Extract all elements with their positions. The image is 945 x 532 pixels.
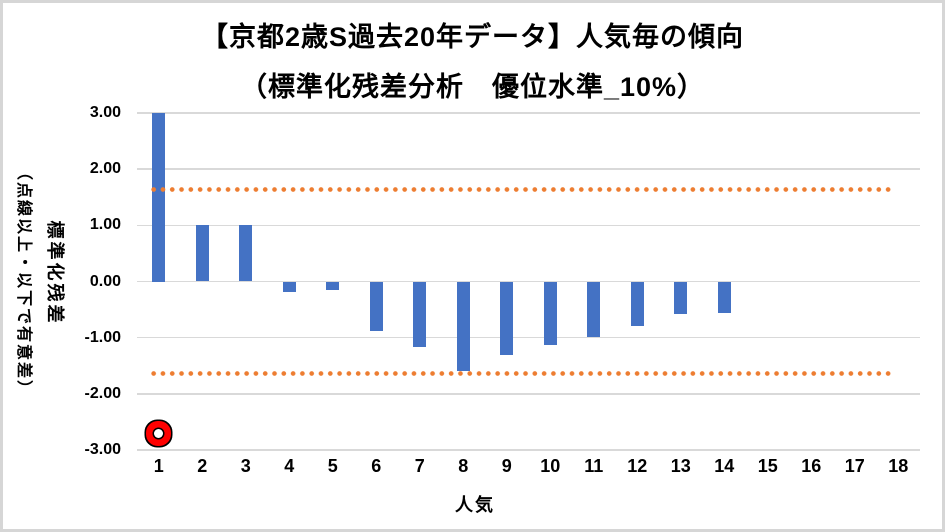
bar-popularity-6 bbox=[369, 281, 383, 331]
gridline-y-1.00 bbox=[137, 224, 920, 227]
x-axis-tick-label: 18 bbox=[888, 456, 909, 476]
y-axis-tick-label: -3.00 bbox=[84, 441, 121, 458]
bar-popularity-2 bbox=[195, 225, 209, 282]
x-axis-tick-label: 11 bbox=[584, 456, 604, 476]
upper-threshold-dotted-line bbox=[149, 186, 893, 192]
bar-popularity-8 bbox=[456, 281, 470, 371]
bar-popularity-3 bbox=[239, 225, 253, 282]
y-axis-tick-label: 1.00 bbox=[89, 216, 121, 234]
x-axis-title: 人気 bbox=[455, 495, 495, 515]
bar-popularity-5 bbox=[326, 281, 340, 291]
chart-subtitle: （標準化残差分析 優位水準_10%） bbox=[239, 72, 706, 102]
x-axis-tick-label: 10 bbox=[540, 456, 561, 476]
bar-popularity-4 bbox=[282, 281, 296, 292]
x-axis-tick-label: 8 bbox=[458, 456, 469, 476]
x-axis-tick-label: 14 bbox=[714, 456, 735, 476]
x-axis-tick-label: 15 bbox=[757, 456, 778, 476]
x-axis-tick-label: 12 bbox=[627, 456, 648, 476]
x-axis-tick-label: 6 bbox=[371, 456, 382, 476]
x-axis-tick-label: 7 bbox=[414, 456, 425, 476]
bar-popularity-1 bbox=[152, 113, 166, 282]
x-axis-tick-label: 2 bbox=[197, 456, 208, 476]
y-axis-tick-label: -1.00 bbox=[84, 328, 121, 346]
plot-area bbox=[137, 112, 920, 451]
x-axis-tick-label: 9 bbox=[501, 456, 512, 476]
gridline-y--3.00 bbox=[137, 449, 920, 451]
bar-popularity-7 bbox=[413, 281, 427, 348]
bar-popularity-12 bbox=[630, 281, 644, 326]
y-axis-tick-label: -2.00 bbox=[84, 384, 121, 402]
bar-popularity-11 bbox=[587, 281, 601, 337]
y-axis-tick-label: 0.00 bbox=[89, 272, 121, 290]
gridline-y-0.00 bbox=[137, 280, 920, 283]
y-axis-tick-label: 2.00 bbox=[89, 160, 121, 178]
y-axis-subtitle: （点線以上・以下で有意差） bbox=[15, 163, 32, 398]
highlight-red-circle-marker bbox=[154, 428, 164, 438]
x-axis-tick-label: 13 bbox=[670, 456, 691, 476]
x-axis-tick-label: 3 bbox=[240, 456, 251, 476]
chart-title: 【京都2歳S過去20年データ】人気毎の傾向 bbox=[200, 22, 745, 52]
bar-popularity-9 bbox=[500, 281, 514, 355]
x-axis-tick-label: 4 bbox=[284, 456, 295, 476]
x-axis-tick-label: 1 bbox=[153, 456, 164, 476]
x-axis-tick-label: 16 bbox=[801, 456, 822, 476]
gridline-y--2.00 bbox=[137, 393, 920, 395]
gridline-y-3.00 bbox=[137, 112, 920, 114]
bar-popularity-10 bbox=[543, 281, 557, 345]
y-axis-tick-label: 3.00 bbox=[89, 104, 121, 121]
x-axis-tick-label: 5 bbox=[327, 456, 338, 476]
bar-popularity-13 bbox=[674, 281, 688, 314]
gridline-y-2.00 bbox=[137, 168, 920, 170]
gridline-y--1.00 bbox=[137, 336, 920, 339]
lower-threshold-dotted-line bbox=[149, 371, 893, 377]
x-axis-tick-label: 17 bbox=[844, 456, 865, 476]
bar-popularity-14 bbox=[717, 281, 731, 313]
